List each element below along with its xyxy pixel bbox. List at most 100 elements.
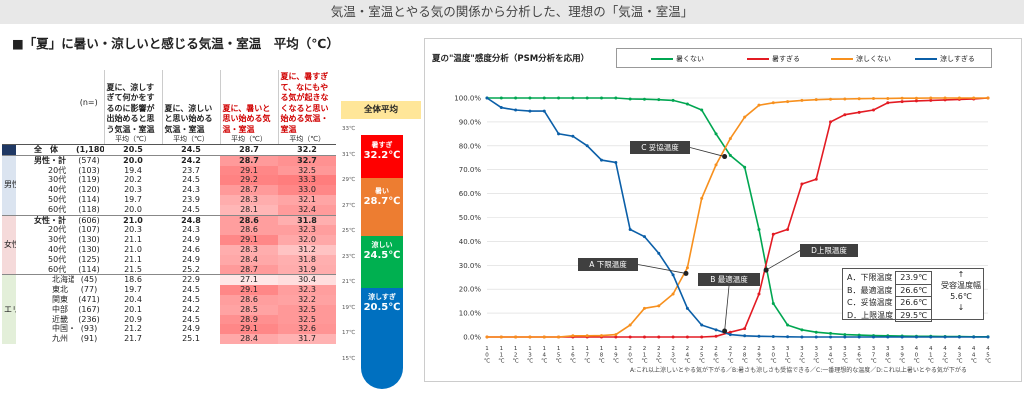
data-point <box>700 335 704 339</box>
thermo-tick-label: 31℃ <box>342 151 356 158</box>
data-point <box>585 144 589 148</box>
annotation-label: D上限温度 <box>811 245 847 255</box>
data-point <box>514 335 518 339</box>
data-point <box>642 97 646 101</box>
cell-value: 24.5 <box>182 204 200 214</box>
thermo-segment: 暑すぎ 32.2℃ <box>361 140 403 161</box>
thermo-segment-label: 暑い <box>375 187 389 195</box>
thermo-tick-label: 33℃ <box>342 126 356 132</box>
x-tick-label: 2 8 ℃ <box>742 346 748 365</box>
data-point <box>800 182 804 186</box>
row-label: 女性・計 <box>16 214 74 226</box>
table-row: 20代 (103) 19.4 23.7 29.1 32.5 <box>2 165 336 176</box>
data-point <box>600 334 604 338</box>
data-point <box>671 335 675 339</box>
legend-label: 涼しすぎる <box>940 55 975 63</box>
cell-value: 23.9 <box>182 194 200 204</box>
cell-value: 21.1 <box>124 235 142 245</box>
cell-value: 21.0 <box>104 214 162 226</box>
section-title: ■「夏」に暑い・涼しいと感じる気温・室温 平均（℃） <box>12 36 339 51</box>
data-point <box>542 109 546 113</box>
data-point <box>557 96 561 100</box>
cell-value: 24.6 <box>182 244 200 254</box>
data-point <box>671 98 675 102</box>
x-tick-label: 3 3 ℃ <box>813 346 819 365</box>
data-point <box>600 158 604 162</box>
legend-label: 涼しくない <box>856 55 891 63</box>
data-point <box>829 97 833 101</box>
cell-value: 29.2 <box>220 175 278 186</box>
data-point <box>743 334 747 338</box>
y-tick-label: 10.0% <box>459 310 482 318</box>
row-label: 九州 <box>52 334 68 344</box>
table-row: 男性男性・計(574)20.024.228.732.7 <box>2 154 336 216</box>
cell-value: 28.5 <box>220 304 278 315</box>
data-point <box>900 96 904 100</box>
data-point <box>571 134 575 138</box>
thermo-tick-label: 27℃ <box>342 202 356 209</box>
x-tick-label: 2 6 ℃ <box>713 346 719 365</box>
data-point <box>614 96 618 100</box>
cell-value: 31.8 <box>278 254 336 265</box>
data-point <box>814 330 818 334</box>
row-label: 40代 <box>48 185 67 195</box>
x-tick-label: 4 4 ℃ <box>971 346 977 365</box>
data-point <box>857 110 861 114</box>
thermo-segment: 暑い 28.7℃ <box>361 186 403 207</box>
summary-box: A．下限温度 23.9℃ B．最適温度 26.6℃ C．妥協温度 26.6℃ D．上限温度 2… <box>842 268 984 322</box>
row-label: 近畿 <box>52 314 68 324</box>
series-line <box>487 97 989 338</box>
annotation-box <box>630 141 690 154</box>
y-tick-label: 40.0% <box>459 238 482 246</box>
group-label: エリア別 <box>2 274 16 344</box>
row-n: (114) <box>78 264 100 274</box>
x-tick-label: 1 2 ℃ <box>513 346 519 365</box>
cell-value: 33.3 <box>278 175 336 186</box>
data-point <box>557 132 561 136</box>
cell-value: 31.7 <box>278 334 336 344</box>
annotation-box <box>800 244 858 257</box>
data-point <box>499 96 503 100</box>
data-point <box>685 266 689 270</box>
cell-value: 28.9 <box>220 314 278 325</box>
data-point <box>972 335 976 339</box>
legend-item: 暑くない <box>651 54 704 64</box>
row-label: 20代 <box>48 225 67 235</box>
avg-label: 平均（℃） <box>161 135 220 145</box>
cell-value: 24.9 <box>182 254 200 264</box>
legend-label: 暑すぎる <box>772 55 800 63</box>
cell-value: 24.9 <box>182 324 200 334</box>
cell-value: 29.1 <box>220 324 278 335</box>
data-point <box>771 101 775 105</box>
col-cool: 夏に、涼しいと思い始める気温・室温 <box>161 70 220 135</box>
cell-value: 19.7 <box>124 194 142 204</box>
table-row: 60代 (118) 20.0 24.5 28.1 32.4 <box>2 204 336 216</box>
x-tick-label: 1 7 ℃ <box>584 346 590 365</box>
x-tick-label: 1 5 ℃ <box>555 346 561 365</box>
cell-value: 20.9 <box>124 314 142 324</box>
cell-value: 28.1 <box>220 204 278 216</box>
thermo-segment-label: 涼しい <box>371 241 393 249</box>
row-n: (125) <box>78 254 100 264</box>
cell-value: 32.3 <box>278 225 336 236</box>
x-tick-label: 2 3 ℃ <box>670 346 676 365</box>
data-point <box>585 96 589 100</box>
data-point <box>786 100 790 104</box>
row-n: (114) <box>78 194 100 204</box>
x-tick-label: 4 3 ℃ <box>956 346 962 365</box>
table-row: 50代 (125) 21.1 24.9 28.4 31.8 <box>2 254 336 265</box>
annotation-leader <box>637 264 687 274</box>
thermo-tick-label: 21℃ <box>342 279 356 285</box>
cell-value: 21.7 <box>124 334 142 344</box>
data-point <box>871 335 875 339</box>
summary-row: B．最適温度 26.6℃ <box>845 283 933 297</box>
data-point <box>542 335 546 339</box>
table-row: 40代 (130) 21.0 24.6 28.3 31.2 <box>2 244 336 255</box>
annotation-box <box>578 258 638 271</box>
avg-label: 平均（℃） <box>219 135 278 145</box>
data-point <box>829 331 833 335</box>
y-tick-label: 50.0% <box>459 214 482 222</box>
row-n: (93) <box>80 324 98 334</box>
data-point <box>657 304 661 308</box>
cell-value: 18.6 <box>104 274 162 286</box>
